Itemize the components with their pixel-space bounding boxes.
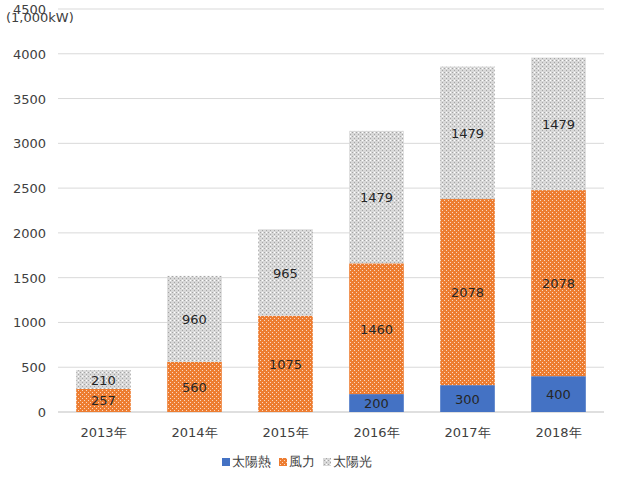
bar-segment [76, 389, 131, 412]
legend-label: 太陽光 [333, 454, 372, 469]
x-tick-label: 2018年 [535, 425, 581, 440]
bar-segment [531, 376, 586, 412]
grid-line [58, 322, 604, 323]
x-tick-label: 2016年 [353, 425, 399, 440]
data-label: 257 [91, 393, 116, 408]
data-label: 960 [182, 312, 207, 327]
grid-line [58, 188, 604, 189]
grid-line [58, 53, 604, 54]
data-label: 1479 [542, 117, 575, 132]
bar-segment [531, 190, 586, 376]
x-tick-label: 2014年 [171, 425, 217, 440]
y-tick-label: 3500 [13, 92, 46, 107]
axis-label: (1,000kW) [6, 10, 74, 25]
bar-segment [258, 229, 313, 315]
y-tick-label: 1500 [13, 271, 46, 286]
bars [76, 58, 586, 412]
data-label: 2078 [451, 285, 484, 300]
grid-line [58, 232, 604, 233]
data-label: 560 [182, 380, 207, 395]
bar-segment [167, 362, 222, 412]
y-tick-label: 2500 [13, 181, 46, 196]
legend: 太陽熱 風力 太陽光 [222, 454, 372, 469]
bar-segment [531, 58, 586, 190]
bar-segment [349, 394, 404, 412]
legend-swatch [279, 458, 287, 466]
legend-swatch [222, 458, 230, 466]
grid-line [58, 412, 604, 413]
bar-segment [258, 316, 313, 412]
y-tick-label: 500 [21, 360, 46, 375]
bar-segment [440, 199, 495, 385]
data-label: 210 [91, 373, 116, 388]
legend-swatch [323, 458, 331, 466]
y-tick-label: 0 [38, 405, 46, 420]
y-tick-label: 1000 [13, 315, 46, 330]
data-label: 1479 [360, 190, 393, 205]
bar-segment [349, 131, 404, 263]
data-label: 2078 [542, 276, 575, 291]
data-label: 1075 [269, 357, 302, 372]
bar-segment [76, 370, 131, 389]
x-tick-label: 2013年 [80, 425, 126, 440]
bar-segment [349, 263, 404, 394]
y-tick-label: 2000 [13, 226, 46, 241]
chart: 050010001500200025003000350040004500(1,0… [0, 0, 630, 489]
data-label: 1479 [451, 126, 484, 141]
data-label: 965 [273, 266, 298, 281]
bar-segment [167, 276, 222, 362]
x-tick-label: 2017年 [444, 425, 490, 440]
grid-line [58, 367, 604, 368]
legend-label: 太陽熱 [232, 454, 271, 469]
data-label: 1460 [360, 322, 393, 337]
data-label: 300 [455, 392, 480, 407]
y-tick-label: 4000 [13, 47, 46, 62]
bar-segment [440, 385, 495, 412]
x-tick-label: 2015年 [262, 425, 308, 440]
bar-segment [440, 67, 495, 199]
grid-line [58, 277, 604, 278]
grid-line [58, 143, 604, 144]
data-label: 200 [364, 396, 389, 411]
grid-line [58, 98, 604, 99]
legend-label: 風力 [289, 454, 315, 469]
y-tick-label: 3000 [13, 136, 46, 151]
data-label: 400 [546, 387, 571, 402]
grid-line [58, 9, 604, 10]
